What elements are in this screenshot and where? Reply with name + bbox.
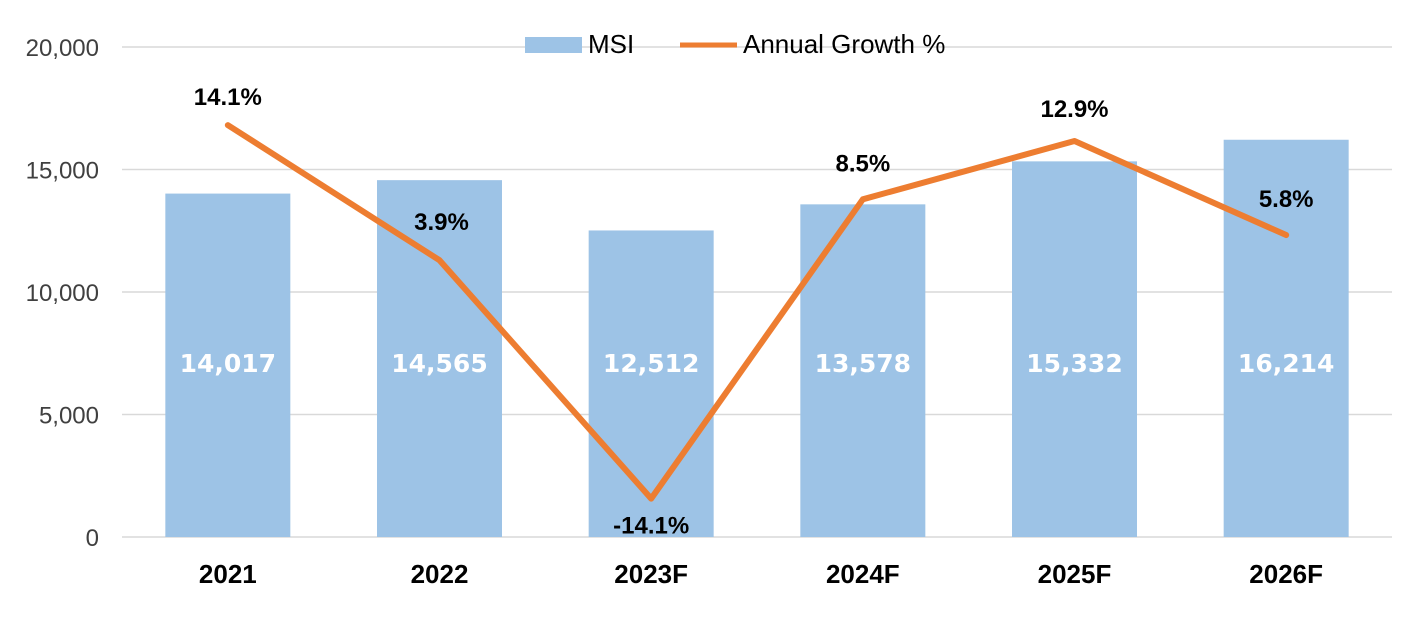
growth-point xyxy=(226,124,229,127)
y-axis-ticks: 0 5,000 10,000 15,000 20,000 xyxy=(26,35,99,552)
y-tick-label: 10,000 xyxy=(26,280,99,307)
y-tick-label: 20,000 xyxy=(26,35,99,62)
bar-value-label: 16,214 xyxy=(1238,349,1334,378)
x-tick-label: 2024F xyxy=(826,559,900,589)
bar-msi xyxy=(1223,139,1349,537)
growth-value-label: 8.5% xyxy=(835,150,890,177)
x-tick-label: 2022 xyxy=(411,559,469,589)
x-tick-label: 2025F xyxy=(1038,559,1112,589)
x-tick-label: 2026F xyxy=(1249,559,1323,589)
growth-point xyxy=(1285,234,1288,237)
legend-label-msi: MSI xyxy=(588,29,634,59)
legend-swatch-msi xyxy=(525,37,582,53)
bars: 14,017 14,565 12,512 13,578 15,332 16,214 xyxy=(165,139,1349,538)
legend-label-growth: Annual Growth % xyxy=(743,29,945,59)
bar-value-label: 14,017 xyxy=(180,349,276,378)
growth-value-label: -14.1% xyxy=(613,513,689,540)
y-tick-label: 15,000 xyxy=(26,158,99,185)
growth-point xyxy=(650,497,653,500)
growth-value-label: 14.1% xyxy=(194,84,262,111)
growth-line: 14.1% 3.9% -14.1% 8.5% 12.9% 5.8% xyxy=(194,84,1314,539)
growth-line-series xyxy=(224,122,1290,502)
bar-msi xyxy=(1012,161,1137,537)
y-tick-label: 5,000 xyxy=(39,403,99,430)
x-tick-label: 2021 xyxy=(199,559,257,589)
legend: MSI Annual Growth % xyxy=(525,29,945,59)
growth-value-label: 12.9% xyxy=(1040,96,1108,123)
growth-value-label: 3.9% xyxy=(414,209,469,236)
bar-value-label: 12,512 xyxy=(603,349,699,378)
bar-msi xyxy=(165,193,291,537)
bar-value-label: 14,565 xyxy=(391,349,487,378)
growth-point xyxy=(861,198,864,201)
bar-value-label: 15,332 xyxy=(1026,349,1122,378)
growth-point xyxy=(1073,140,1076,143)
growth-point xyxy=(438,259,441,262)
growth-value-label: 5.8% xyxy=(1259,186,1314,213)
y-tick-label: 0 xyxy=(86,525,99,552)
x-tick-label: 2023F xyxy=(614,559,688,589)
x-axis-ticks: 2021 2022 2023F 2024F 2025F 2026F xyxy=(199,559,1323,589)
gridlines xyxy=(122,46,1392,538)
bar-msi xyxy=(377,180,502,537)
bar-value-label: 13,578 xyxy=(815,349,911,378)
bar-msi xyxy=(588,230,714,537)
